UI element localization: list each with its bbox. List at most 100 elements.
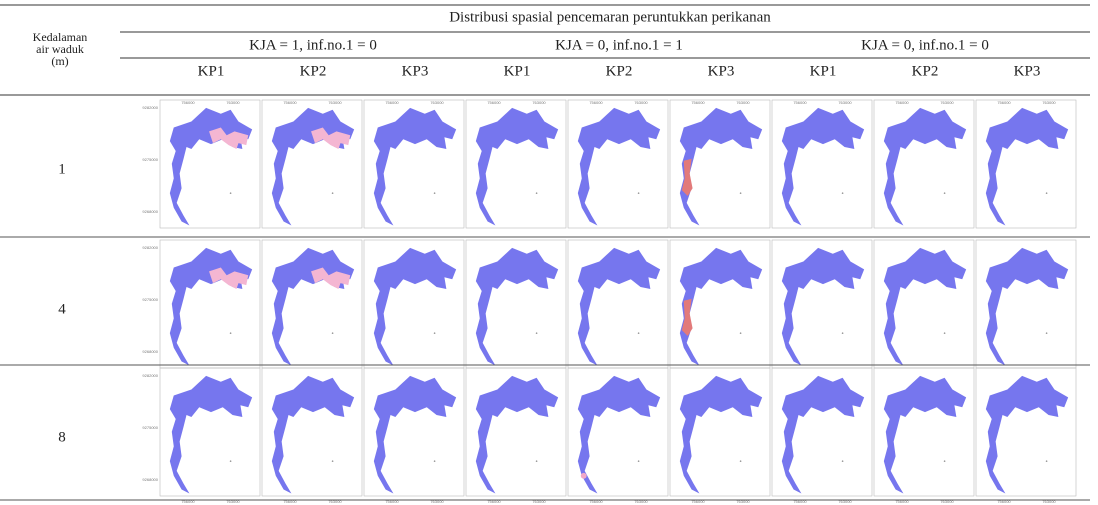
reservoir [169, 375, 253, 494]
map-x-label: 763000 [430, 499, 444, 504]
map [577, 107, 661, 226]
reservoir [985, 247, 1069, 366]
group-header: KJA = 0, inf.no.1 = 0 [861, 37, 989, 53]
marker [841, 460, 844, 462]
marker [1045, 332, 1048, 334]
reservoir [577, 375, 661, 494]
map [985, 375, 1069, 494]
marker [739, 332, 742, 334]
map-frame [159, 367, 261, 497]
reservoir [577, 247, 661, 366]
marker [739, 460, 742, 462]
pollution-area [681, 298, 693, 337]
reservoir [271, 247, 355, 366]
pollution-area [681, 158, 693, 197]
table-title: Distribusi spasial pencemaran peruntukka… [449, 9, 771, 25]
marker [535, 192, 538, 194]
marker [229, 460, 232, 462]
column-header: KP3 [1014, 63, 1041, 79]
map-frame [567, 367, 669, 497]
reservoir [781, 375, 865, 494]
map-frame [363, 99, 465, 229]
marker [637, 460, 640, 462]
map-x-label: 763000 [736, 499, 750, 504]
reservoir [985, 375, 1069, 494]
map-x-label: 756000 [385, 100, 399, 105]
map-x-label: 756000 [793, 100, 807, 105]
map [475, 107, 559, 226]
map-x-label: 756000 [691, 100, 705, 105]
reservoir [577, 107, 661, 226]
stub-header: Kedalaman [33, 30, 88, 44]
map-x-label: 756000 [589, 100, 603, 105]
reservoir [373, 107, 457, 226]
map-frame [873, 99, 975, 229]
pollution-area [311, 127, 351, 149]
reservoir [373, 375, 457, 494]
map-x-label: 763000 [1042, 499, 1056, 504]
map [679, 375, 763, 494]
marker [229, 192, 232, 194]
map [169, 375, 253, 494]
map-x-label: 756000 [895, 100, 909, 105]
map [577, 247, 661, 366]
stub-header: (m) [51, 54, 68, 68]
column-header: KP3 [402, 63, 429, 79]
map-frame [975, 367, 1077, 497]
marker [331, 192, 334, 194]
map-frame [975, 99, 1077, 229]
map-y-label: 9275000 [142, 157, 158, 162]
column-header: KP2 [606, 63, 633, 79]
map-x-label: 756000 [283, 100, 297, 105]
map [781, 107, 865, 226]
marker [943, 192, 946, 194]
map-y-label: 9282000 [142, 245, 158, 250]
map [883, 375, 967, 494]
map [169, 247, 253, 366]
map-x-label: 763000 [532, 499, 546, 504]
pollution-area [209, 127, 249, 149]
map [373, 375, 457, 494]
map-y-label: 9282000 [142, 105, 158, 110]
group-header: KJA = 1, inf.no.1 = 0 [249, 37, 377, 53]
map-x-label: 756000 [181, 499, 195, 504]
map-frame [669, 367, 771, 497]
map-y-label: 9268000 [142, 349, 158, 354]
map-frame [669, 99, 771, 229]
marker [229, 332, 232, 334]
column-header: KP1 [198, 63, 225, 79]
map-x-label: 763000 [838, 100, 852, 105]
marker [331, 460, 334, 462]
map-x-label: 756000 [487, 100, 501, 105]
column-header: KP2 [912, 63, 939, 79]
pollution-area [311, 267, 351, 289]
column-header: KP1 [810, 63, 837, 79]
reservoir [271, 107, 355, 226]
marker [943, 460, 946, 462]
map-y-label: 9282000 [142, 373, 158, 378]
map-x-label: 756000 [997, 499, 1011, 504]
map-x-label: 763000 [532, 100, 546, 105]
marker [331, 332, 334, 334]
map-frame [567, 99, 669, 229]
map-x-label: 763000 [940, 499, 954, 504]
marker [943, 332, 946, 334]
marker [637, 332, 640, 334]
marker [841, 332, 844, 334]
marker [433, 332, 436, 334]
map [169, 107, 253, 226]
reservoir [679, 247, 763, 366]
map [577, 375, 661, 494]
map [985, 247, 1069, 366]
reservoir [169, 247, 253, 366]
map-frame [363, 367, 465, 497]
reservoir [169, 107, 253, 226]
row-label: 8 [58, 429, 66, 445]
map-y-label: 9275000 [142, 297, 158, 302]
map [373, 107, 457, 226]
reservoir [475, 375, 559, 494]
map-frame [465, 367, 567, 497]
map-x-label: 763000 [634, 100, 648, 105]
reservoir [883, 107, 967, 226]
